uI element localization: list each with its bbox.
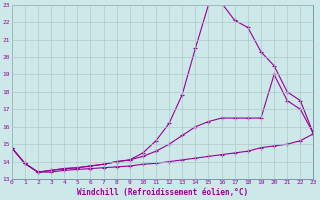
X-axis label: Windchill (Refroidissement éolien,°C): Windchill (Refroidissement éolien,°C) — [77, 188, 248, 197]
